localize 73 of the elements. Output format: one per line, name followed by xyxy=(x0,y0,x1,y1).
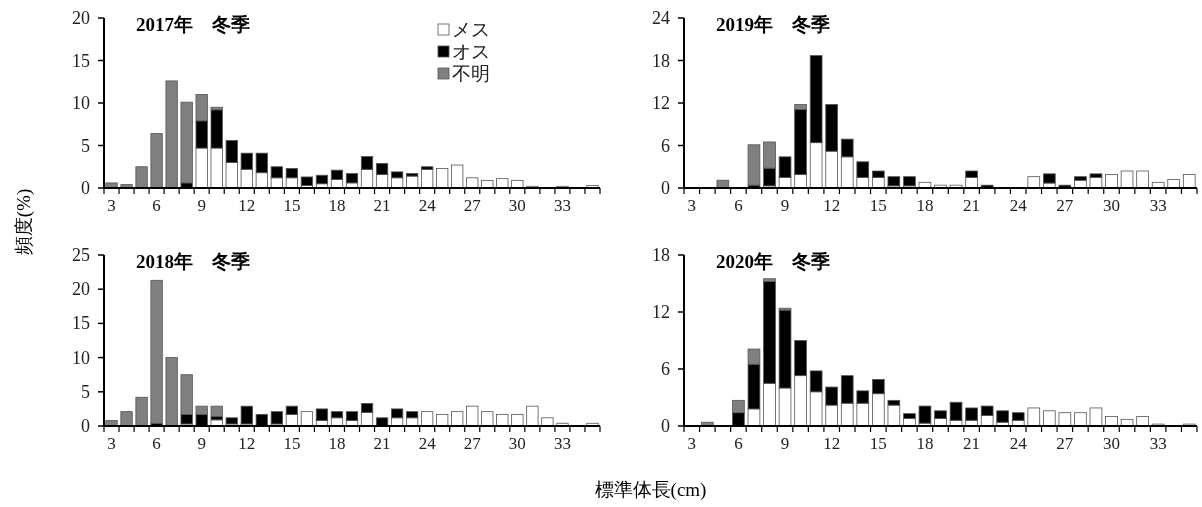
x-tick-label: 18 xyxy=(328,434,346,453)
y-tick-label: 5 xyxy=(81,381,90,402)
x-tick-label: 30 xyxy=(508,434,526,453)
y-tick-label: 6 xyxy=(661,359,670,379)
x-tick-label: 3 xyxy=(107,196,116,215)
x-tick-label: 18 xyxy=(916,434,934,453)
x-tick-label: 21 xyxy=(963,196,981,215)
y-tick-label: 20 xyxy=(72,8,90,28)
legend-label: 不明 xyxy=(452,63,490,84)
x-tick-label: 33 xyxy=(1149,196,1167,215)
x-tick-label: 6 xyxy=(152,196,161,215)
x-tick-label: 9 xyxy=(197,196,206,215)
x-tick-label: 21 xyxy=(373,196,391,215)
x-tick-label: 18 xyxy=(328,196,346,215)
y-tick-label: 12 xyxy=(652,302,670,322)
x-tick-label: 9 xyxy=(780,196,790,215)
y-tick-label: 20 xyxy=(72,279,90,300)
x-tick-label: 27 xyxy=(1056,434,1074,453)
x-tick-label: 18 xyxy=(916,196,934,215)
y-tick-label: 0 xyxy=(81,178,90,198)
x-tick-label: 27 xyxy=(1056,196,1074,215)
x-tick-label: 33 xyxy=(553,434,571,453)
x-tick-label: 24 xyxy=(1009,434,1028,453)
chart-title: 2019年 冬季 xyxy=(716,14,830,35)
x-axis-title: 標準体長(cm) xyxy=(594,479,707,501)
y-tick-label: 24 xyxy=(652,8,670,28)
x-tick-label: 27 xyxy=(463,196,482,215)
y-tick-label: 0 xyxy=(661,178,670,198)
x-tick-label: 12 xyxy=(238,434,256,453)
legend-label: オス xyxy=(452,41,490,62)
y-tick-label: 0 xyxy=(661,416,670,436)
y-tick-label: 12 xyxy=(652,93,670,113)
x-tick-label: 27 xyxy=(463,434,482,453)
chart-title: 2020年 冬季 xyxy=(716,251,830,272)
x-tick-label: 6 xyxy=(734,434,743,453)
y-tick-label: 0 xyxy=(81,416,90,436)
chart-title: 2018年 冬季 xyxy=(136,251,250,272)
chart-title: 2017年 冬季 xyxy=(136,14,250,35)
y-tick-label: 10 xyxy=(72,347,90,368)
x-tick-label: 15 xyxy=(283,196,301,215)
y-axis-title: 頻度(%) xyxy=(13,188,35,256)
x-tick-label: 24 xyxy=(418,434,437,453)
x-tick-label: 12 xyxy=(823,434,841,453)
x-tick-label: 6 xyxy=(734,196,743,215)
x-tick-label: 21 xyxy=(373,434,391,453)
x-tick-label: 3 xyxy=(107,434,116,453)
y-tick-label: 15 xyxy=(72,313,90,334)
x-tick-label: 3 xyxy=(687,434,697,453)
x-tick-label: 24 xyxy=(1009,196,1028,215)
y-tick-label: 15 xyxy=(72,50,90,71)
x-tick-label: 15 xyxy=(869,434,887,453)
x-tick-label: 15 xyxy=(283,434,301,453)
x-tick-label: 9 xyxy=(780,434,790,453)
x-tick-label: 15 xyxy=(869,196,887,215)
x-tick-label: 12 xyxy=(823,196,841,215)
x-tick-label: 24 xyxy=(418,196,437,215)
x-tick-label: 30 xyxy=(508,196,526,215)
x-tick-label: 6 xyxy=(152,434,161,453)
y-tick-label: 25 xyxy=(72,245,90,265)
x-tick-label: 21 xyxy=(963,434,981,453)
x-tick-label: 30 xyxy=(1103,196,1120,215)
x-tick-label: 33 xyxy=(1149,434,1167,453)
y-tick-label: 6 xyxy=(661,135,670,156)
y-tick-label: 5 xyxy=(81,135,90,156)
x-tick-label: 3 xyxy=(687,196,697,215)
x-tick-label: 33 xyxy=(553,196,571,215)
y-tick-label: 18 xyxy=(652,50,670,71)
legend-label: メス xyxy=(452,19,490,40)
y-tick-label: 10 xyxy=(72,93,90,113)
x-tick-label: 30 xyxy=(1103,434,1120,453)
y-tick-label: 18 xyxy=(652,245,670,265)
x-tick-label: 9 xyxy=(197,434,206,453)
x-tick-label: 12 xyxy=(238,196,256,215)
